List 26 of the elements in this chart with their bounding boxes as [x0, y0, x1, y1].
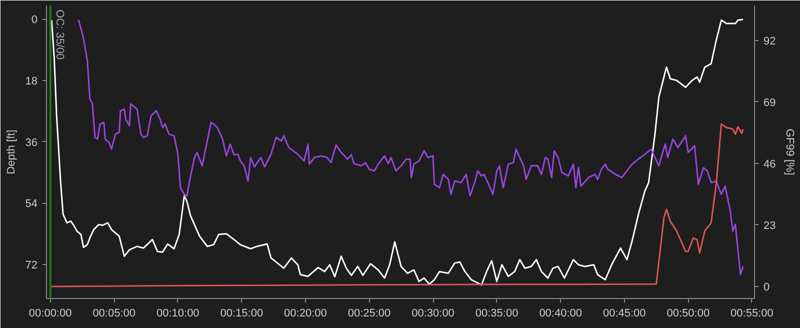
- line-series: [50, 123, 744, 288]
- y-tick-label: 54: [25, 198, 38, 210]
- y-tick-label: 18: [25, 75, 38, 88]
- x-tick-label: 00:05:00: [92, 308, 136, 320]
- y2-tick-label: 92: [764, 35, 776, 48]
- x-tick-label: 00:50:00: [666, 308, 710, 320]
- x-tick-label: 00:30:00: [412, 308, 454, 320]
- x-tick-label: 00:10:00: [156, 308, 200, 320]
- y-tick-label: 0: [31, 14, 38, 26]
- x-tick-label: 00:15:00: [220, 308, 264, 320]
- ref-line-label: OC: 35/00: [53, 10, 66, 60]
- x-tick-label: 00:20:00: [284, 308, 327, 320]
- y2-tick-label: 0: [764, 281, 770, 294]
- x-tick-label: 00:00:00: [28, 308, 72, 320]
- y2-axis-title: GF99 [%]: [784, 128, 796, 176]
- x-tick-label: 00:25:00: [348, 308, 391, 320]
- x-tick-label: 00:45:00: [602, 308, 646, 320]
- x-tick-label: 00:55:00: [730, 308, 774, 320]
- x-tick-label: 00:40:00: [539, 308, 582, 320]
- y-tick-label: 36: [25, 136, 38, 149]
- y2-tick-label: 46: [764, 158, 776, 170]
- y-tick-label: 72: [25, 259, 38, 272]
- y-axis-title: Depth [ft]: [5, 130, 18, 174]
- y2-tick-label: 23: [764, 220, 776, 232]
- y2-tick-label: 69: [764, 96, 776, 109]
- x-tick-label: 00:35:00: [475, 308, 518, 320]
